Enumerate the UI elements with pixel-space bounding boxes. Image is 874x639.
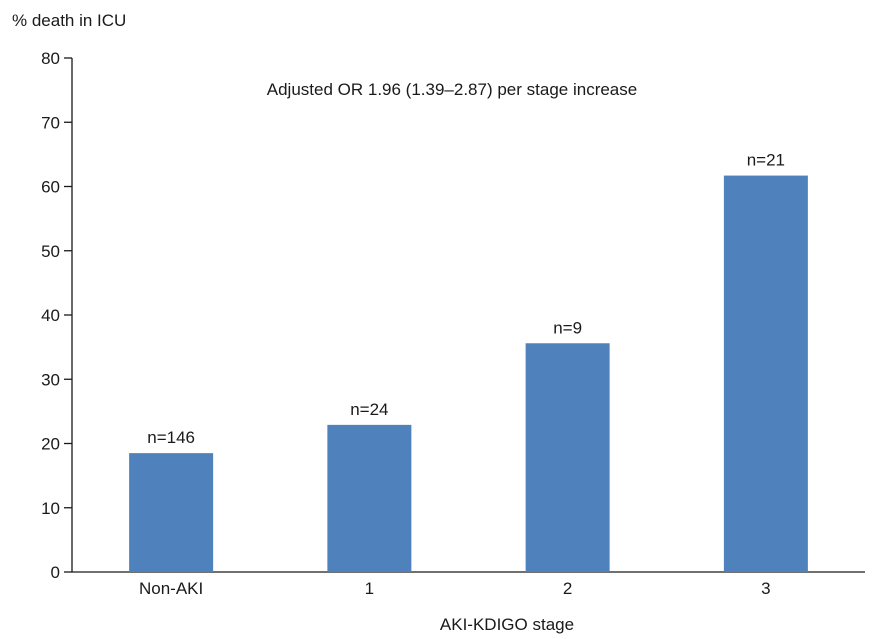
y-tick-label: 10	[41, 499, 60, 518]
bar-3	[525, 343, 610, 572]
y-tick-label: 80	[41, 49, 60, 68]
x-axis: Non-AKI 1 2 3	[72, 571, 865, 598]
x-tick-label: 1	[365, 579, 374, 598]
x-tick-label: 2	[563, 579, 572, 598]
x-tick-label: 3	[761, 579, 770, 598]
y-axis-title: % death in ICU	[12, 11, 126, 30]
y-tick-label: 50	[41, 242, 60, 261]
bar-data-label: n=24	[350, 400, 388, 419]
bar-4	[723, 175, 808, 572]
bar-1	[129, 453, 214, 572]
data-labels-group: n=146 n=24 n=9 n=21	[147, 151, 785, 448]
x-axis-title: AKI-KDIGO stage	[440, 615, 574, 634]
bars-group	[129, 175, 808, 572]
y-tick-label: 60	[41, 178, 60, 197]
bar-2	[327, 424, 412, 572]
x-tick-label: Non-AKI	[139, 579, 203, 598]
bar-data-label: n=9	[553, 318, 582, 337]
y-tick-label: 20	[41, 435, 60, 454]
y-tick-label: 0	[51, 563, 60, 582]
bar-data-label: n=146	[147, 428, 195, 447]
y-tick-label: 70	[41, 113, 60, 132]
chart-annotation: Adjusted OR 1.96 (1.39–2.87) per stage i…	[267, 80, 637, 99]
y-axis: 0 10 20 30 40 50 60 70 80	[41, 49, 73, 582]
y-tick-label: 30	[41, 370, 60, 389]
bar-data-label: n=21	[747, 151, 785, 170]
y-tick-label: 40	[41, 306, 60, 325]
